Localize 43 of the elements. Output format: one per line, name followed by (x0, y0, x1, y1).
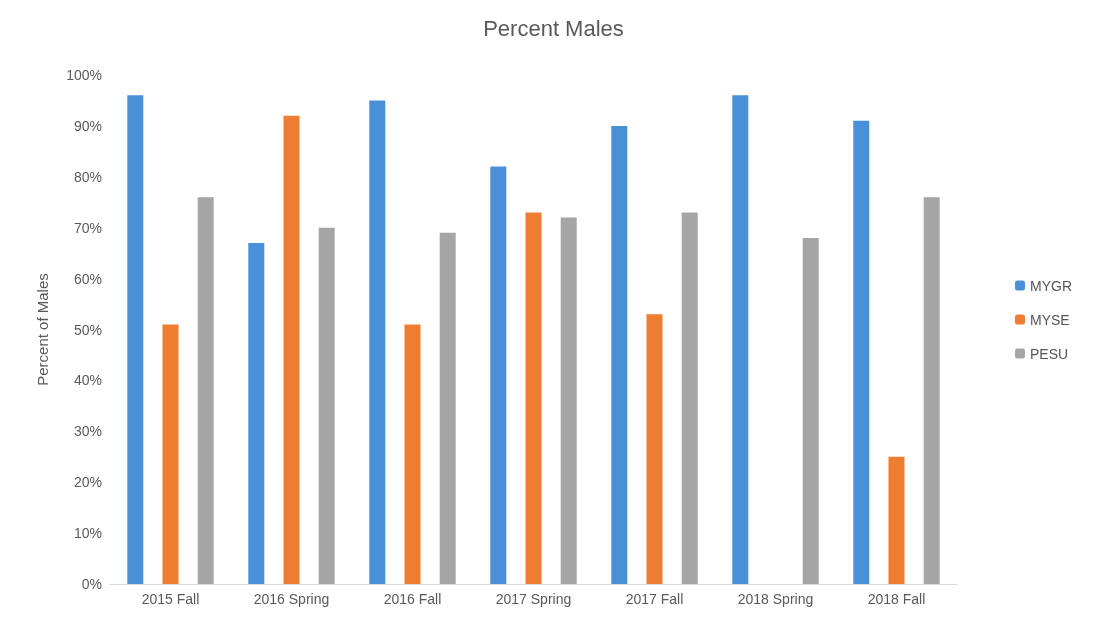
x-tick-label: 2018 Fall (867, 591, 926, 607)
bar (560, 217, 577, 584)
x-tick-label: 2015 Fall (141, 591, 200, 607)
bar (646, 314, 663, 584)
y-axis-title: Percent of Males (34, 273, 51, 386)
bar (525, 212, 542, 584)
bar (404, 324, 421, 584)
x-tick-label: 2018 Spring (737, 591, 814, 607)
y-tick-label: 10% (73, 525, 102, 542)
legend-label: PESU (1030, 345, 1069, 362)
bar (248, 242, 265, 584)
y-tick-label: 50% (73, 321, 102, 338)
x-tick-label: 2017 Spring (495, 591, 572, 607)
legend-label: MYSE (1030, 311, 1070, 328)
bar (853, 120, 870, 584)
bar (369, 100, 386, 584)
legend-label: MYGR (1030, 277, 1072, 294)
bar (888, 456, 905, 584)
y-tick-label: 0% (81, 576, 102, 592)
x-tick-label: 2017 Fall (625, 591, 684, 607)
x-tick-label: 2016 Spring (253, 591, 330, 607)
y-tick-label: 100% (66, 67, 102, 83)
y-tick-label: 20% (73, 474, 102, 491)
y-tick-label: 90% (73, 117, 102, 134)
bar (127, 95, 144, 584)
y-tick-label: 40% (73, 372, 102, 389)
bar (490, 166, 507, 584)
bar (283, 115, 300, 584)
bar (923, 197, 940, 584)
chart-title: Percent Males (483, 15, 624, 41)
bar (732, 95, 749, 584)
bar (439, 232, 456, 584)
bar (802, 237, 819, 584)
x-tick-label: 2016 Fall (383, 591, 442, 607)
y-tick-label: 70% (73, 219, 102, 236)
bar (162, 324, 179, 584)
y-tick-label: 60% (73, 270, 102, 287)
bar (611, 125, 628, 584)
bar (197, 197, 214, 584)
y-tick-label: 80% (73, 168, 102, 185)
bar (681, 212, 698, 584)
bar (318, 227, 335, 584)
y-tick-label: 30% (73, 423, 102, 440)
